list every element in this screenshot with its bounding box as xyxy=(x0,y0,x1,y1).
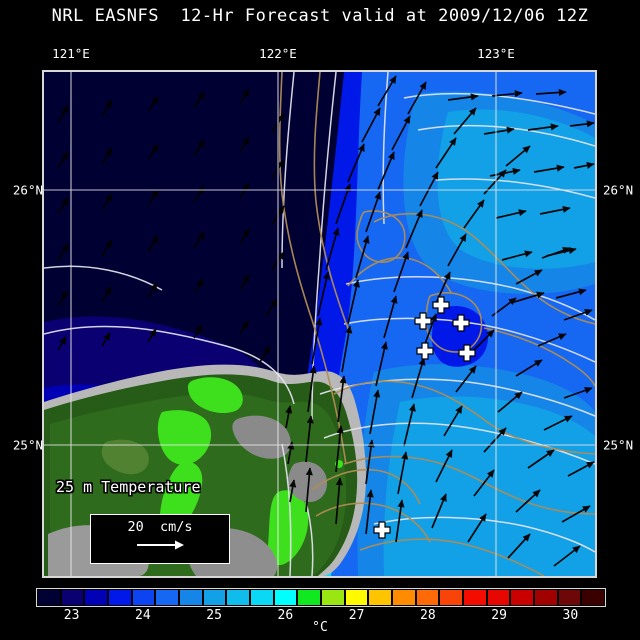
colorbar-tick-29: 29 xyxy=(491,608,507,623)
colorbar-cell-11 xyxy=(297,589,322,606)
map-canvas xyxy=(44,72,595,576)
colorbar-tick-24: 24 xyxy=(135,608,151,623)
colorbar-cell-10 xyxy=(273,589,298,606)
colorbar-cell-0 xyxy=(37,589,61,606)
lat-tick-25n-right: 25°N xyxy=(603,437,634,453)
colorbar-units-label: °C xyxy=(312,620,328,635)
colorbar xyxy=(36,588,606,607)
colorbar-cell-1 xyxy=(60,589,85,606)
colorbar-cell-5 xyxy=(155,589,180,606)
map-plot-area[interactable]: 25 m Temperature 20 cm/s xyxy=(42,70,597,578)
colorbar-cell-4 xyxy=(131,589,156,606)
colorbar-tick-23: 23 xyxy=(63,608,80,623)
colorbar-cell-20 xyxy=(510,589,535,606)
colorbar-cell-9 xyxy=(250,589,274,606)
figure-title: NRL EASNFS 12-Hr Forecast valid at 2009/… xyxy=(51,6,589,26)
colorbar-cell-21 xyxy=(534,589,558,606)
colorbar-cell-2 xyxy=(84,589,109,606)
map-graphics xyxy=(44,72,595,576)
colorbar-cell-6 xyxy=(179,589,203,606)
graticule xyxy=(44,72,595,576)
velocity-scale-bar: 20 cm/s xyxy=(90,514,230,564)
colorbar-cell-13 xyxy=(344,589,369,606)
colorbar-cell-3 xyxy=(108,589,132,606)
station-markers xyxy=(373,296,476,539)
lat-tick-26n-left: 26°N xyxy=(12,182,43,198)
colorbar-tick-30: 30 xyxy=(562,608,579,623)
colorbar-tick-26: 26 xyxy=(277,608,294,623)
temperature-caption: 25 m Temperature xyxy=(56,478,201,496)
colorbar-tick-25: 25 xyxy=(206,608,222,623)
lon-tick-121e: 121°E xyxy=(52,46,90,61)
colorbar-tick-27: 27 xyxy=(348,608,365,623)
colorbar-cell-8 xyxy=(226,589,251,606)
colorbar-cell-12 xyxy=(321,589,345,606)
colorbar-tick-28: 28 xyxy=(420,608,436,623)
velocity-scale-label: 20 cm/s xyxy=(127,519,193,535)
colorbar-cell-15 xyxy=(392,589,416,606)
colorbar-cell-16 xyxy=(415,589,440,606)
colorbar-cell-22 xyxy=(557,589,582,606)
lon-tick-123e: 123°E xyxy=(477,46,515,61)
lon-tick-122e: 122°E xyxy=(259,46,297,61)
lat-tick-25n-left: 25°N xyxy=(12,437,43,453)
current-vectors xyxy=(57,75,595,567)
colorbar-cell-17 xyxy=(439,589,464,606)
colorbar-cell-7 xyxy=(202,589,227,606)
colorbar-cell-23 xyxy=(581,589,606,606)
colorbar-cell-18 xyxy=(463,589,487,606)
right-arrow-icon xyxy=(137,540,184,550)
colorbar-cell-19 xyxy=(486,589,511,606)
lat-tick-26n-right: 26°N xyxy=(603,182,634,198)
colorbar-cell-14 xyxy=(368,589,393,606)
